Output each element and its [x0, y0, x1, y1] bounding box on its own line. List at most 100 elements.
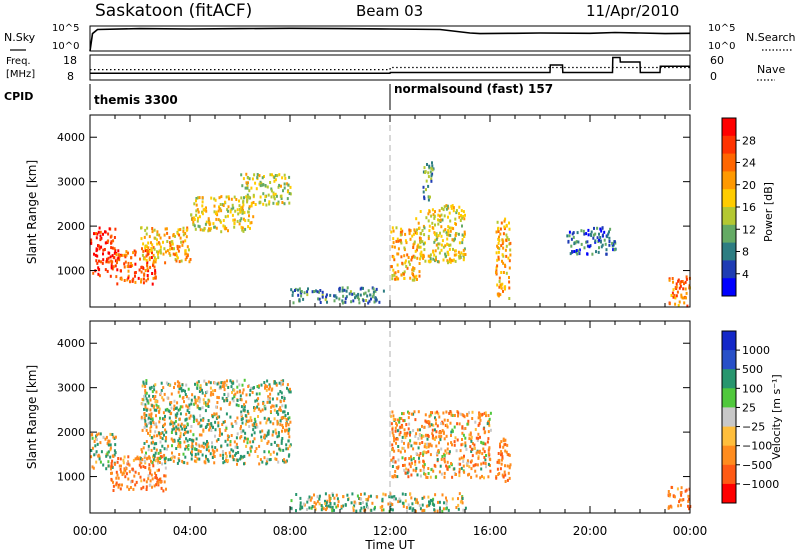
- velocity-cell: [221, 381, 224, 385]
- velocity-cell: [412, 429, 415, 433]
- power-cell: [116, 259, 118, 263]
- power-cell: [241, 226, 244, 230]
- velocity-cell: [433, 463, 436, 467]
- velocity-cell: [502, 439, 505, 443]
- velocity-cell: [179, 412, 182, 416]
- velocity-cell: [209, 386, 212, 390]
- velocity-cell: [497, 452, 500, 455]
- velocity-cell: [145, 451, 147, 455]
- velocity-cell: [208, 428, 211, 432]
- velocity-cell: [105, 435, 108, 439]
- power-cell: [220, 209, 223, 213]
- velocity-cell: [346, 493, 349, 497]
- velocity-cell: [477, 455, 480, 459]
- power-cell: [106, 269, 109, 273]
- velocity-cell: [160, 389, 163, 392]
- power-cell: [420, 232, 423, 236]
- velocity-cell: [428, 414, 431, 418]
- velocity-cell: [134, 483, 137, 487]
- velocity-cell: [199, 418, 202, 422]
- velocity-cell: [283, 397, 286, 400]
- velocity-cell: [438, 415, 441, 419]
- power-cell: [612, 248, 615, 252]
- velocity-ytick-label: 3000: [57, 382, 85, 395]
- velocity-cell: [403, 432, 406, 436]
- velocity-cell: [175, 414, 178, 418]
- velocity-cell: [477, 456, 480, 460]
- power-cell: [495, 266, 498, 270]
- velocity-cell: [206, 440, 208, 443]
- velocity-cell: [283, 399, 286, 403]
- velocity-cell: [194, 447, 197, 451]
- velocity-cell: [439, 506, 441, 510]
- power-cell: [259, 195, 262, 199]
- velocity-cell: [162, 423, 165, 427]
- velocity-cell: [393, 473, 396, 477]
- power-cell: [146, 264, 149, 268]
- velocity-cell: [403, 428, 406, 432]
- velocity-cell: [392, 417, 395, 421]
- velocity-cell: [249, 416, 252, 420]
- power-cell: [176, 256, 179, 260]
- velocity-cell: [102, 435, 105, 439]
- velocity-cell: [281, 429, 283, 433]
- velocity-cell: [428, 500, 430, 504]
- velocity-cell: [325, 501, 328, 505]
- power-ytick-label: 1000: [57, 265, 85, 278]
- power-cell: [174, 253, 177, 257]
- velocity-cell: [484, 442, 487, 446]
- power-cell: [590, 230, 593, 234]
- velocity-cell: [172, 424, 175, 428]
- velocity-cell: [373, 507, 376, 511]
- velocity-cell: [419, 468, 422, 472]
- power-cell: [111, 254, 114, 258]
- power-cell: [217, 209, 220, 213]
- velocity-cell: [443, 453, 446, 457]
- time-axis-labels: 00:00 04:00 08:00 12:00 16:00 20:00 00:00: [73, 524, 708, 538]
- velocity-cell: [177, 384, 179, 388]
- velocity-cell: [248, 453, 251, 457]
- velocity-cell: [159, 449, 162, 453]
- velocity-cell: [163, 457, 166, 461]
- velocity-cell: [279, 448, 282, 452]
- velocity-cell: [403, 441, 405, 445]
- velocity-cell: [509, 463, 512, 467]
- velocity-cell: [442, 411, 445, 415]
- power-cell: [249, 221, 252, 225]
- nsky-frame: [89, 25, 691, 52]
- velocity-colorbar-swatch: [722, 369, 736, 389]
- power-cell: [156, 242, 159, 246]
- velocity-cell: [165, 437, 168, 441]
- velocity-cell: [281, 423, 284, 427]
- power-cell: [214, 198, 217, 202]
- velocity-cell: [287, 417, 290, 421]
- power-cell: [431, 168, 434, 172]
- power-cell: [578, 248, 581, 252]
- velocity-cell: [201, 406, 204, 410]
- velocity-cell: [467, 473, 469, 477]
- velocity-cell: [246, 451, 249, 455]
- velocity-cell: [206, 441, 209, 445]
- power-cell: [311, 290, 314, 294]
- power-cell: [185, 252, 188, 256]
- power-cell: [684, 280, 687, 284]
- velocity-cell: [221, 423, 224, 426]
- velocity-cell: [263, 435, 265, 439]
- power-cell: [241, 228, 244, 232]
- velocity-cell: [141, 428, 144, 432]
- velocity-cell: [314, 507, 317, 511]
- velocity-cell: [216, 395, 219, 399]
- power-cell: [114, 227, 117, 231]
- velocity-cell: [419, 428, 421, 432]
- power-cell: [459, 253, 462, 257]
- power-cell: [288, 201, 291, 205]
- velocity-cell: [458, 492, 461, 496]
- velocity-cell: [258, 392, 261, 396]
- power-cell: [152, 259, 155, 263]
- velocity-cell: [151, 390, 154, 394]
- power-cell: [357, 292, 360, 296]
- velocity-cell: [92, 466, 95, 470]
- velocity-cell: [398, 427, 401, 431]
- velocity-cell: [489, 469, 492, 473]
- velocity-cell: [687, 504, 689, 508]
